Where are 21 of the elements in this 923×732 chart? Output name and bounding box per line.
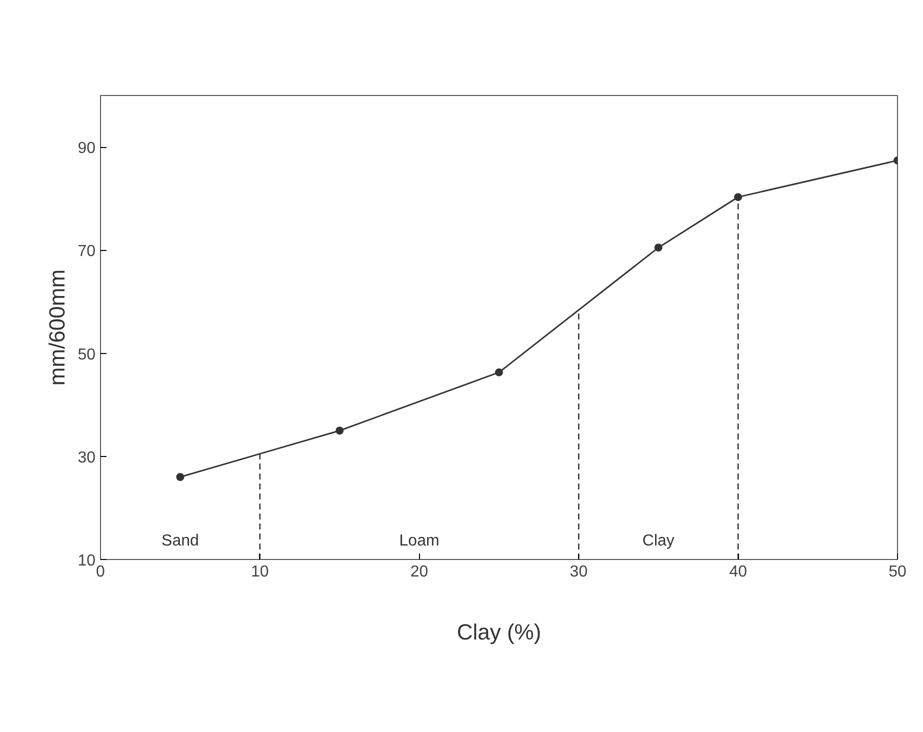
point: [176, 473, 184, 482]
y-axis-title: mm/600mm: [44, 269, 70, 386]
y-tick-label: 70: [78, 243, 96, 260]
x-tick-label: 30: [570, 564, 588, 580]
y-tick-label: 90: [78, 140, 96, 158]
x-tick-label: 0: [96, 564, 106, 580]
point: [734, 193, 742, 202]
y-tick-label: 10: [78, 552, 96, 570]
point: [495, 368, 503, 376]
point: [654, 244, 662, 252]
y-tick-label: 30: [78, 449, 96, 466]
annotation: Clay: [642, 532, 674, 550]
x-tick-label: 50: [888, 564, 906, 580]
annotation: Sand: [162, 532, 199, 550]
x-tick-label: 10: [251, 564, 269, 580]
annotation: Loam: [399, 532, 440, 550]
x-tick-label: 40: [729, 564, 748, 580]
x-axis-title: Clay (%): [456, 620, 542, 644]
x-tick-label: 20: [410, 564, 428, 580]
y-tick-label: 50: [78, 346, 96, 364]
point: [336, 426, 344, 435]
